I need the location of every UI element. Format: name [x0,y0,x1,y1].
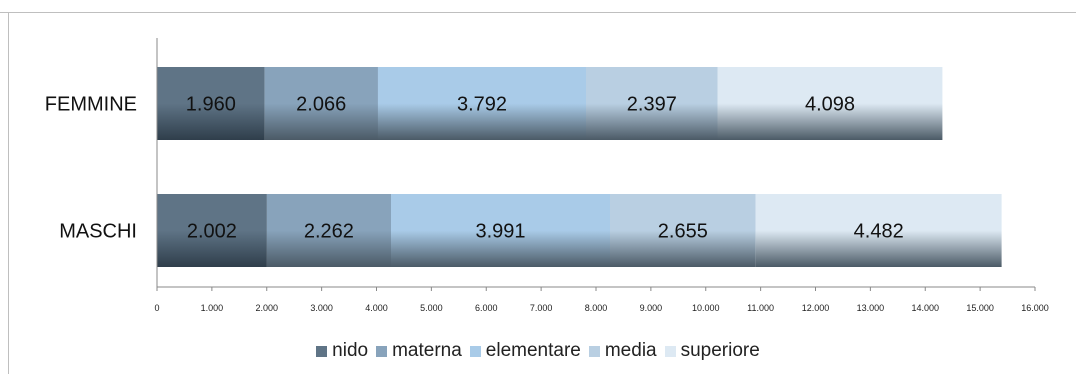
x-tick-label: 1.000 [201,303,224,313]
bar-femmine-elementare [377,67,586,140]
bar-maschi-materna [266,194,391,267]
frame-left-border [8,12,9,374]
data-label-femmine-nido: 1.960 [186,94,236,116]
legend-label-superiore: superiore [680,340,760,361]
x-tick-label: 9.000 [640,303,663,313]
legend-swatch-elementare [469,345,481,357]
bar-femmine-media [586,67,718,140]
data-label-maschi-nido: 2.002 [187,221,237,243]
bar-maschi-media [610,194,756,267]
legend-swatch-materna [376,345,388,357]
x-tick-label: 4.000 [365,303,388,313]
legend-label-materna: materna [392,340,462,361]
data-label-maschi-elementare: 3.991 [475,221,525,243]
data-label-femmine-media: 2.397 [627,94,677,116]
legend-label-nido: nido [332,340,369,361]
x-tick-label: 11.000 [747,303,774,313]
legend-label-elementare: elementare [485,340,581,361]
x-tick-label: 2.000 [256,303,279,313]
data-label-maschi-superiore: 4.482 [854,221,904,243]
legend-swatch-nido [316,345,328,357]
bar-maschi-nido [157,194,267,267]
data-label-maschi-media: 2.655 [658,221,708,243]
legend-item-media: media [588,340,657,362]
x-tick-label: 13.000 [857,303,885,313]
bar-femmine-nido [157,67,265,140]
legend-item-elementare: elementare [469,340,581,362]
stacked-bar-chart: 1.960 2.066 3.792 2.397 4.098 FEMMINE 2.002 2.2… [45,38,1049,313]
legend-item-superiore: superiore [664,340,760,362]
x-tick-label: 10.000 [692,303,720,313]
x-tick-label: 12.000 [802,303,830,313]
x-tick-label: 7.000 [530,303,553,313]
bar-maschi-elementare [391,194,610,267]
data-label-femmine-materna: 2.066 [296,94,346,116]
data-label-femmine-superiore: 4.098 [805,94,855,116]
x-tick-label: 8.000 [585,303,608,313]
bar-femmine-materna [264,67,378,140]
legend-swatch-media [588,345,600,357]
x-tick-label: 0 [154,303,159,313]
frame-top-border [0,12,1076,13]
data-label-femmine-elementare: 3.792 [457,94,507,116]
x-tick-label: 6.000 [475,303,498,313]
x-tick-label: 15.000 [966,303,994,313]
bar-maschi-superiore [755,194,1002,267]
data-label-maschi-materna: 2.262 [304,221,354,243]
category-label-maschi: MASCHI [59,221,137,243]
legend-item-nido: nido [316,340,368,362]
category-label-femmine: FEMMINE [45,94,137,116]
x-tick-label: 14.000 [912,303,940,313]
legend-swatch-superiore [664,345,676,357]
x-tick-label: 5.000 [420,303,443,313]
x-tick-label: 3.000 [310,303,333,313]
x-tick-label: 16.000 [1021,303,1049,313]
bar-femmine-superiore [717,67,943,140]
chart-legend: nido materna elementare media superiore [0,340,1076,363]
legend-label-media: media [604,340,657,361]
legend-item-materna: materna [376,340,462,362]
